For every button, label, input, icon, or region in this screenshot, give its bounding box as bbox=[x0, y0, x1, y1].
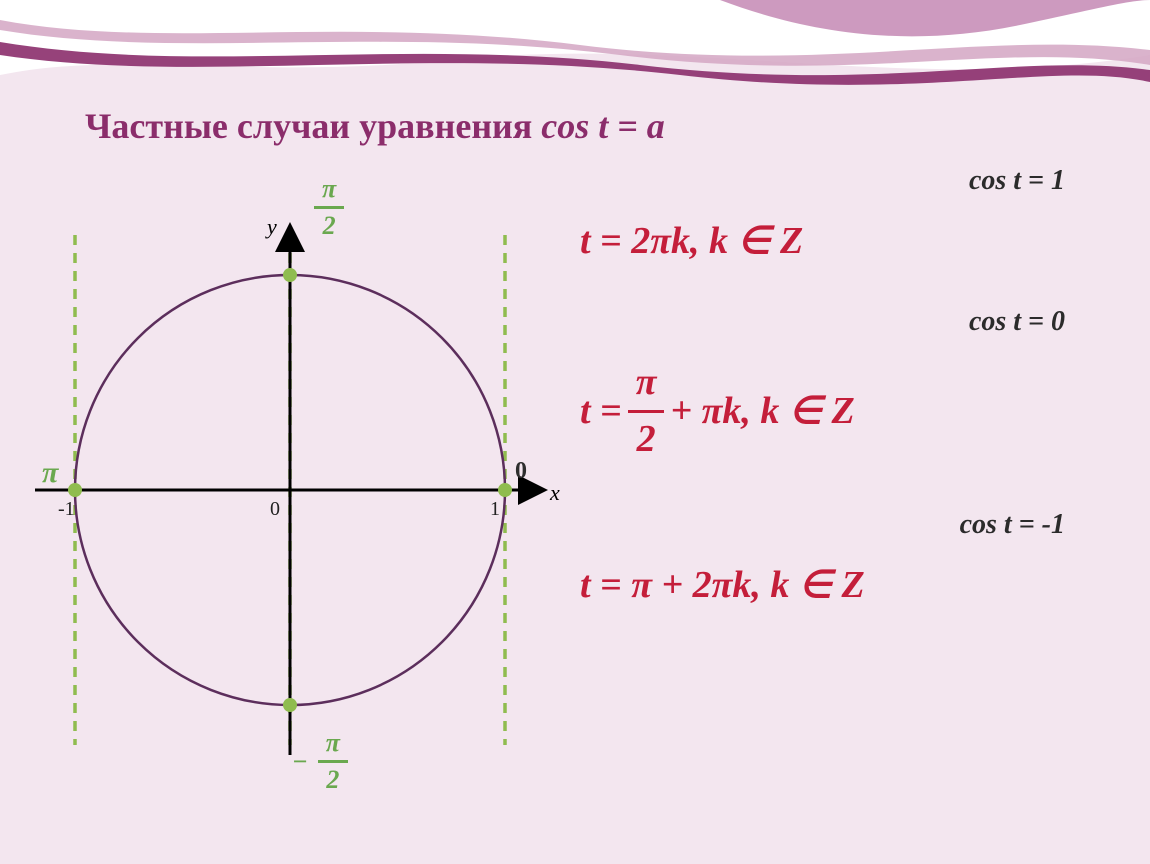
page-title: Частные случаи уравнения cos t = a bbox=[85, 105, 665, 147]
label-minus-one: -1 bbox=[58, 498, 75, 521]
label-x-axis: x bbox=[550, 480, 560, 506]
eq-formula-2: t = π 2 + πk, k ∈ Z bbox=[580, 358, 1120, 464]
label-pi: π bbox=[42, 456, 58, 490]
title-text: Частные случаи уравнения bbox=[85, 106, 541, 146]
title-equation: cos t = a bbox=[541, 106, 665, 146]
unit-circle-diagram: π π 2 − π 2 0 -1 1 0 x y bbox=[30, 180, 570, 860]
eq-header-2: cos t = 0 bbox=[580, 306, 1120, 338]
label-zero-right: 0 bbox=[515, 458, 527, 485]
eq-header-1: cos t = 1 bbox=[580, 165, 1120, 197]
eq-formula-1: t = 2πk, k ∈ Z bbox=[580, 217, 1120, 266]
label-y-axis: y bbox=[267, 214, 277, 240]
label-neg-pi-half: − π 2 bbox=[292, 728, 354, 795]
eq-group-2: cos t = 0 t = π 2 + πk, k ∈ Z bbox=[580, 306, 1120, 464]
eq-formula-3: t = π + 2πk, k ∈ Z bbox=[580, 561, 1120, 610]
label-one: 1 bbox=[490, 498, 500, 521]
label-origin: 0 bbox=[270, 498, 280, 521]
eq-group-1: cos t = 1 t = 2πk, k ∈ Z bbox=[580, 165, 1120, 266]
eq-group-3: cos t = -1 t = π + 2πk, k ∈ Z bbox=[580, 509, 1120, 610]
label-pi-half-top: π 2 bbox=[308, 174, 350, 241]
equations-panel: cos t = 1 t = 2πk, k ∈ Z cos t = 0 t = π… bbox=[580, 165, 1120, 641]
eq-header-3: cos t = -1 bbox=[580, 509, 1120, 541]
